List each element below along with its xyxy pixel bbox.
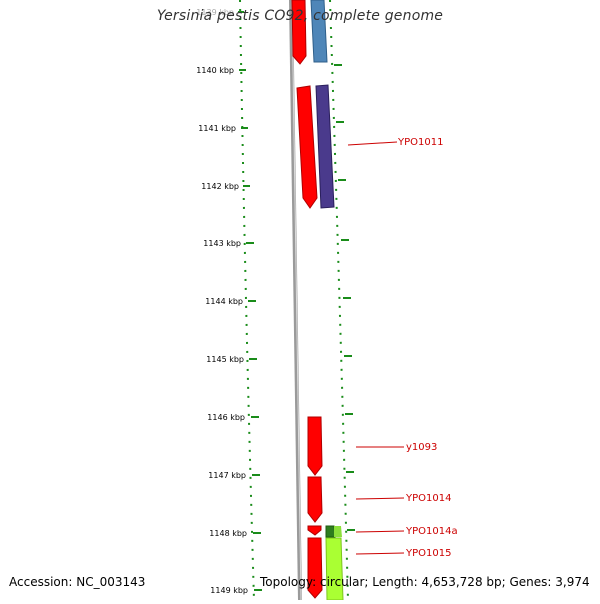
- gene-label[interactable]: y1093: [406, 442, 437, 453]
- gene-feature-ypo1011-red[interactable]: [296, 85, 318, 209]
- gene-feature-green-light[interactable]: [325, 537, 344, 601]
- gene-labels: YPO1011 y1093 YPO1014 YPO1014a YPO1015: [397, 137, 458, 559]
- accession-text: Accession: NC_003143: [9, 575, 146, 589]
- ruler-label: 1149 kbp: [210, 586, 248, 595]
- map-title: Yersinia pestis CO92, complete genome: [156, 8, 444, 24]
- ruler-label: 1145 kbp: [206, 355, 244, 364]
- gene-features: [291, 0, 344, 601]
- ruler-label: 1140 kbp: [196, 66, 234, 75]
- gene-feature-ypo1014[interactable]: [307, 476, 323, 523]
- genome-backbone: [289, 0, 302, 601]
- ruler-label: 1148 kbp: [209, 529, 247, 538]
- ruler-label: 1146 kbp: [207, 413, 245, 422]
- ruler-labels: 1139 kbp 1140 kbp 1141 kbp 1142 kbp 1143…: [196, 8, 248, 595]
- ruler-label: 1141 kbp: [198, 124, 236, 133]
- inner-ticks: [334, 64, 355, 531]
- gene-feature-ypo1015[interactable]: [307, 537, 323, 599]
- gene-feature-green-mid[interactable]: [334, 526, 342, 537]
- gene-label[interactable]: YPO1011: [397, 137, 443, 148]
- gene-feature-ypo1011-purple[interactable]: [315, 84, 335, 209]
- label-leaders: [347, 141, 405, 555]
- ruler-label: 1143 kbp: [203, 239, 241, 248]
- ruler-label: 1142 kbp: [201, 182, 239, 191]
- gene-feature-y1093[interactable]: [307, 416, 323, 476]
- gene-label[interactable]: YPO1014a: [405, 526, 458, 537]
- gene-label[interactable]: YPO1014: [405, 493, 451, 504]
- ruler-label: 1147 kbp: [208, 471, 246, 480]
- gene-feature-blue[interactable]: [310, 0, 328, 63]
- gene-label[interactable]: YPO1015: [405, 548, 451, 559]
- genome-summary: Topology: circular; Length: 4,653,728 bp…: [260, 575, 590, 589]
- gene-feature-green-dark[interactable]: [325, 525, 336, 538]
- gene-feature-forward[interactable]: [291, 0, 307, 65]
- backbone-highlight: [291, 0, 302, 601]
- ruler-label: 1144 kbp: [205, 297, 243, 306]
- inner-dotted-track: [329, 0, 349, 601]
- ruler-ticks: [238, 11, 262, 591]
- gene-feature-ypo1014a[interactable]: [307, 525, 322, 536]
- ruler-label: 1139 kbp: [196, 8, 234, 17]
